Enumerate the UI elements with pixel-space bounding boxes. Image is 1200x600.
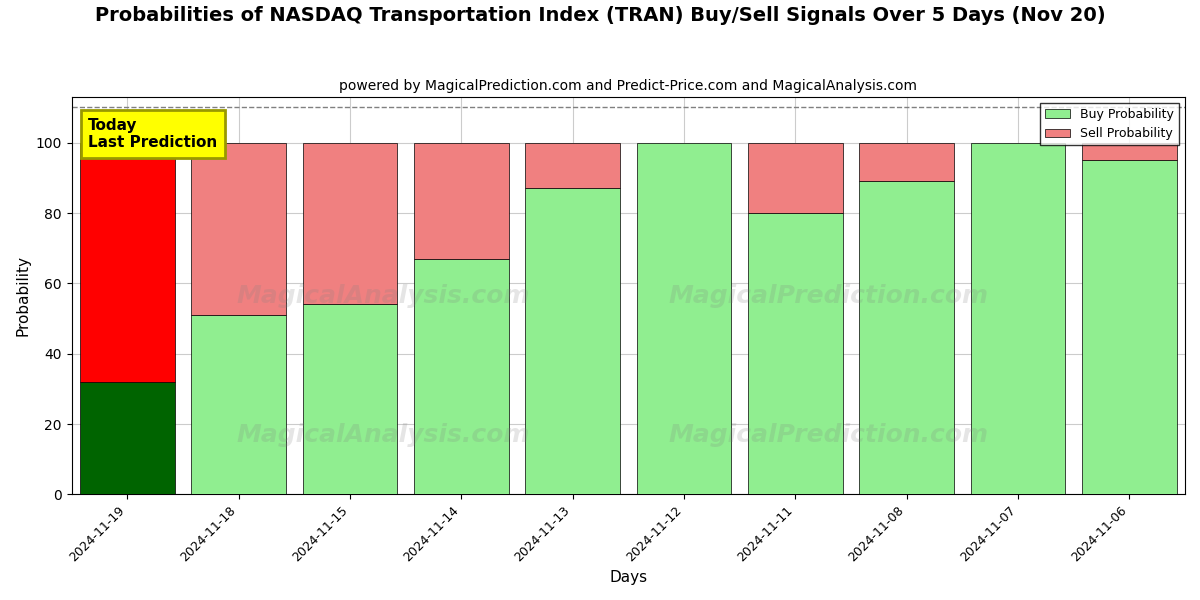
Legend: Buy Probability, Sell Probability: Buy Probability, Sell Probability [1040, 103, 1178, 145]
Bar [859, 143, 954, 181]
Bar [80, 382, 175, 494]
Bar [191, 143, 286, 315]
Bar [414, 259, 509, 494]
Bar [526, 188, 620, 494]
Bar [414, 143, 509, 259]
Bar [971, 143, 1066, 494]
Bar [859, 181, 954, 494]
Bar [1082, 143, 1177, 160]
Bar [637, 143, 731, 494]
Bar [302, 304, 397, 494]
Bar [526, 143, 620, 188]
Title: powered by MagicalPrediction.com and Predict-Price.com and MagicalAnalysis.com: powered by MagicalPrediction.com and Pre… [340, 79, 917, 93]
Bar [748, 143, 842, 213]
Text: MagicalAnalysis.com: MagicalAnalysis.com [236, 423, 530, 447]
Text: MagicalAnalysis.com: MagicalAnalysis.com [236, 284, 530, 308]
Bar [302, 143, 397, 304]
Text: MagicalPrediction.com: MagicalPrediction.com [668, 284, 989, 308]
X-axis label: Days: Days [610, 570, 647, 585]
Bar [748, 213, 842, 494]
Text: Probabilities of NASDAQ Transportation Index (TRAN) Buy/Sell Signals Over 5 Days: Probabilities of NASDAQ Transportation I… [95, 6, 1105, 25]
Text: Today
Last Prediction: Today Last Prediction [89, 118, 217, 151]
Bar [80, 143, 175, 382]
Bar [191, 315, 286, 494]
Bar [1082, 160, 1177, 494]
Text: MagicalPrediction.com: MagicalPrediction.com [668, 423, 989, 447]
Y-axis label: Probability: Probability [16, 255, 30, 336]
